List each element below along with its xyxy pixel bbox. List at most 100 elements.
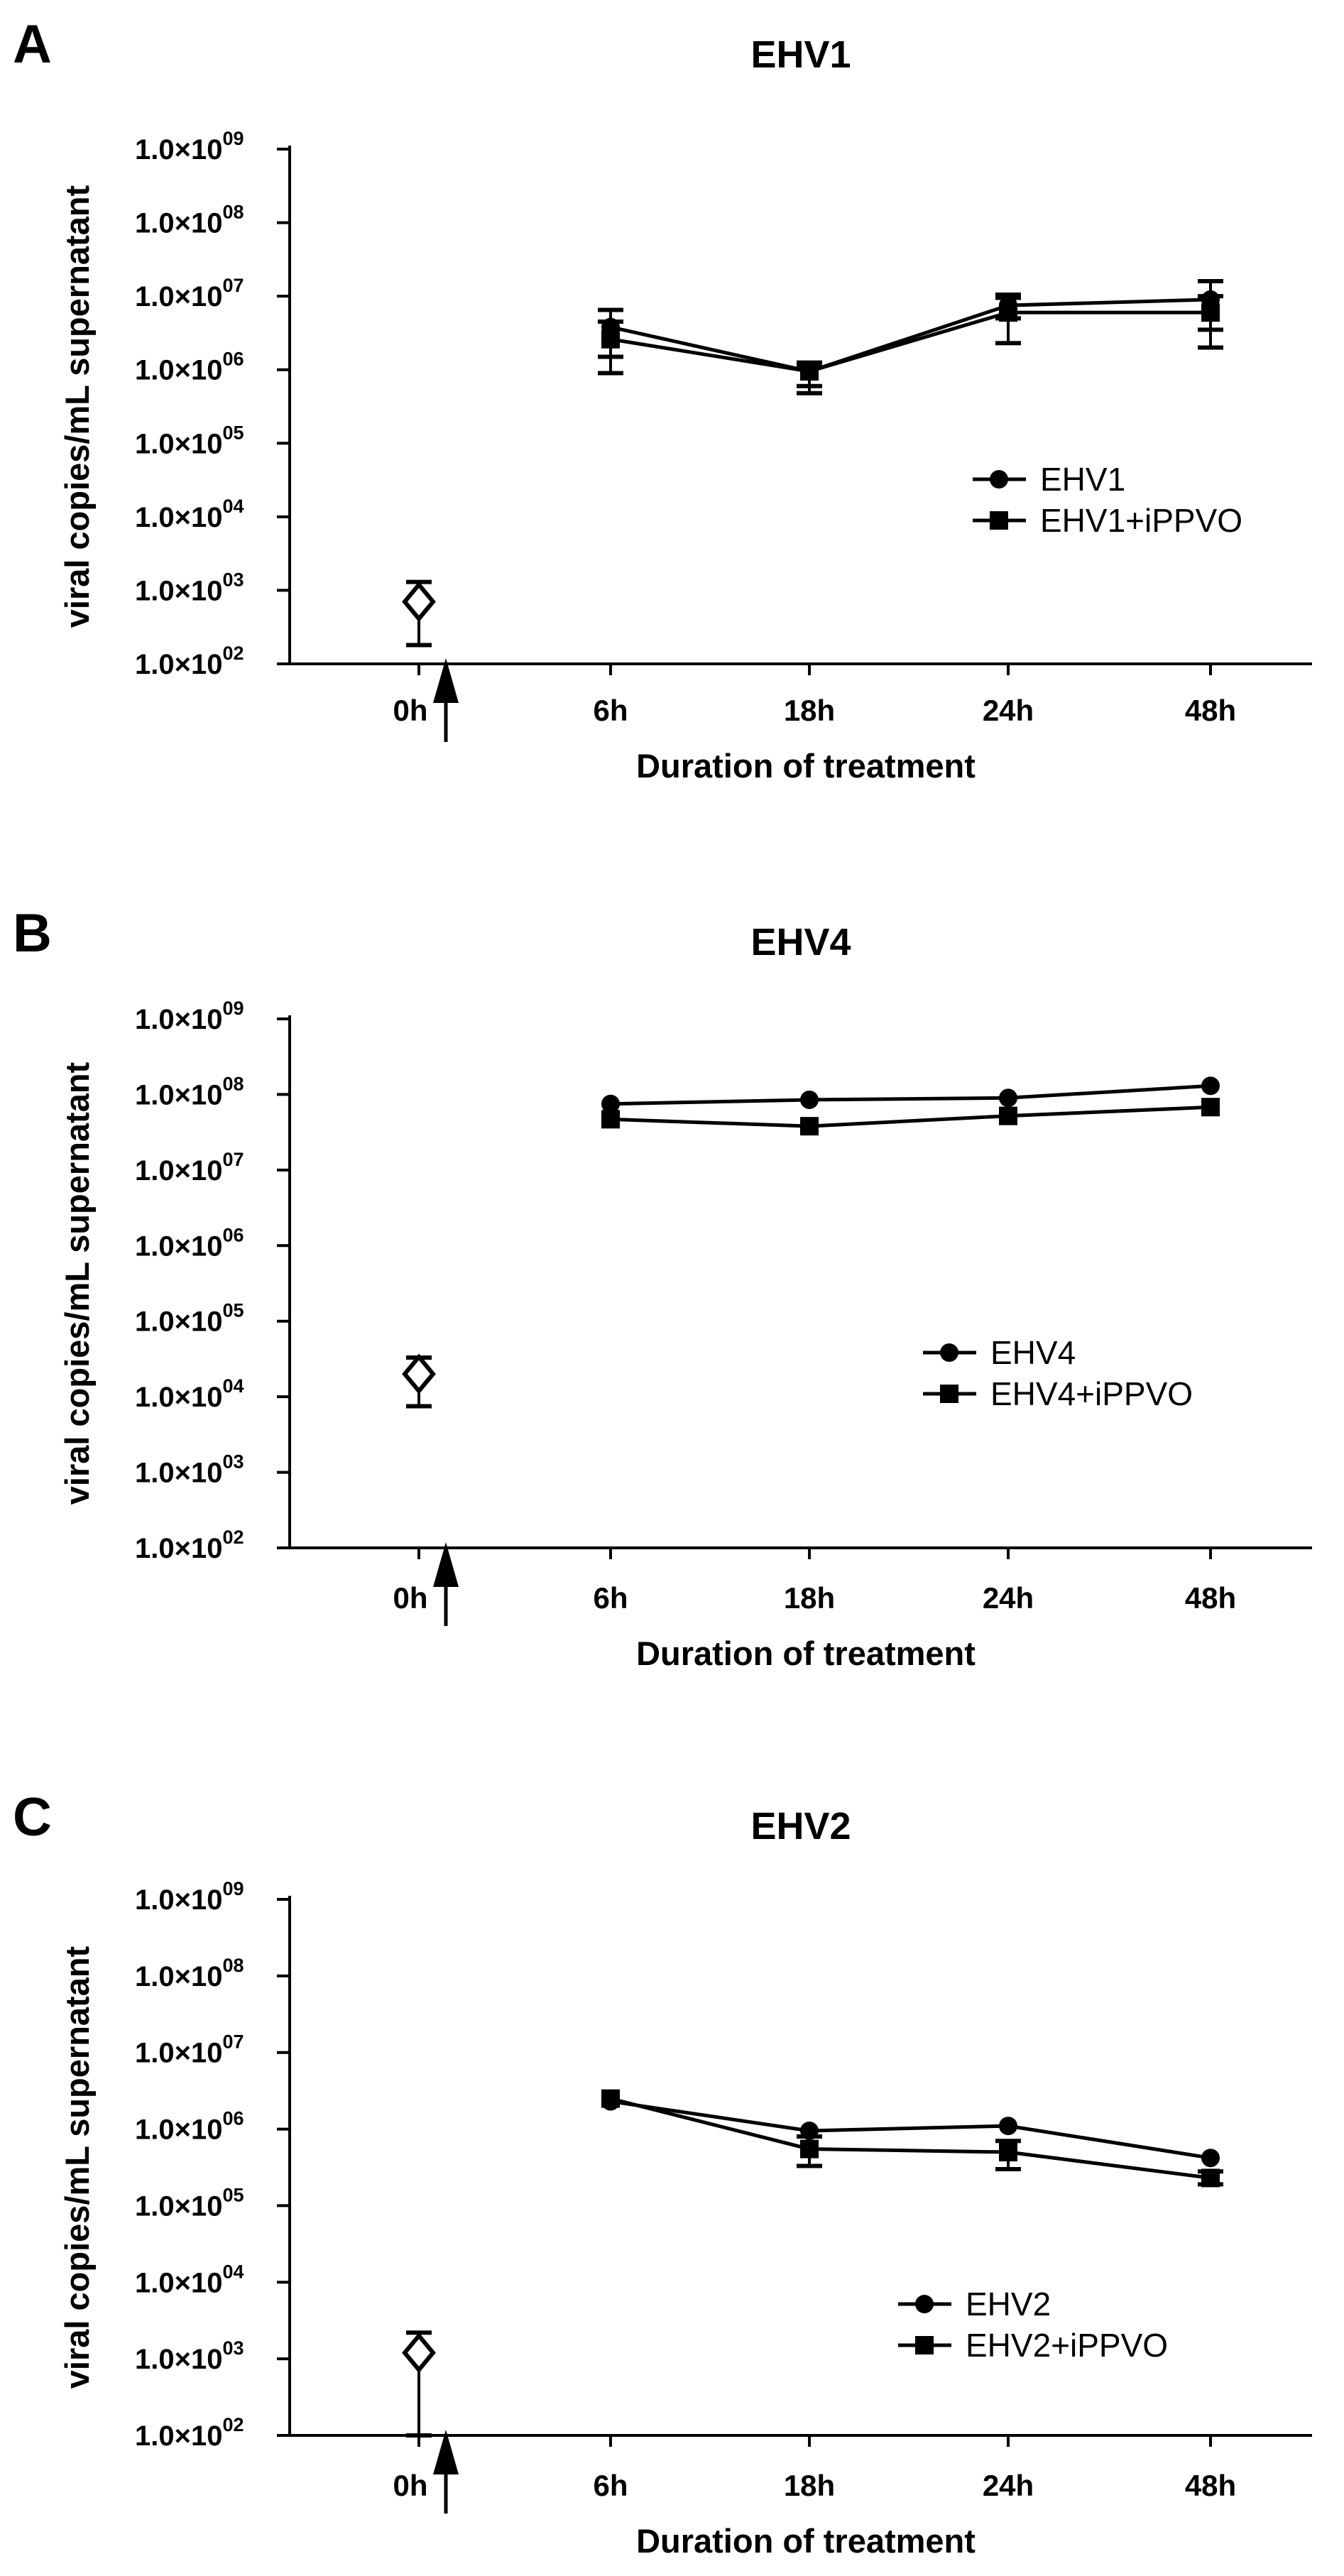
data-point — [999, 2117, 1017, 2136]
y-axis-label: viral copies/mL supernatant — [58, 1061, 96, 1505]
y-axis-label: viral copies/mL supernatant — [58, 1945, 96, 2389]
series-EHV1+iPPVO — [598, 294, 1223, 395]
y-tick-label: 1.0×1008 — [135, 1073, 244, 1110]
y-tick-label: 1.0×1002 — [135, 643, 244, 680]
baseline-point — [402, 2332, 436, 2374]
series-line — [610, 1105, 1211, 1128]
chart-panel-A: A EHV1 1.0×1002 1.0×1003 1.0×1004 1.0×1005 1.0… — [13, 14, 1312, 785]
panel-letter: C — [13, 1787, 52, 1848]
y-tick-label: 1.0×1002 — [135, 2414, 244, 2452]
treatment-arrow-icon — [433, 658, 459, 742]
legend-label: EHV2 — [966, 2286, 1051, 2323]
data-point — [999, 1088, 1017, 1108]
y-tick-exponent: 08 — [222, 202, 244, 223]
x-tick-label: 24h — [983, 1581, 1034, 1615]
data-point — [1201, 303, 1220, 322]
x-axis-label: Duration of treatment — [636, 1634, 976, 1672]
data-point — [1201, 2149, 1220, 2168]
y-tick-label: 1.0×1008 — [135, 202, 244, 239]
y-tick-exponent: 05 — [222, 422, 244, 443]
x-tick-label: 0h — [393, 2469, 427, 2502]
legend-label: EHV1 — [1040, 461, 1125, 498]
y-tick-label: 1.0×1006 — [135, 1224, 244, 1262]
y-tick-exponent: 07 — [222, 275, 244, 296]
x-tick-label: 24h — [983, 2469, 1034, 2502]
treatment-arrow-head — [433, 2430, 459, 2474]
data-point — [800, 2139, 819, 2159]
y-axis-label: viral copies/mL supernatant — [58, 185, 96, 628]
data-point — [999, 303, 1017, 322]
y-tick-label: 1.0×1005 — [135, 2184, 244, 2222]
y-tick-exponent: 07 — [222, 2031, 244, 2053]
series-line — [610, 1084, 1211, 1106]
data-point — [800, 362, 819, 381]
y-tick-label: 1.0×1009 — [135, 1878, 244, 1916]
y-tick-label: 1.0×1006 — [135, 349, 244, 386]
panel-letter: A — [13, 14, 52, 75]
y-tick-exponent: 06 — [222, 349, 244, 370]
y-tick-label: 1.0×1003 — [135, 2337, 244, 2375]
chart-title: EHV2 — [750, 1805, 851, 1848]
series-line — [610, 2100, 1211, 2160]
series-EHV4 — [601, 1076, 1220, 1113]
y-tick-label: 1.0×1007 — [135, 1149, 244, 1186]
legend-entry: EHV2+iPPVO — [898, 2327, 1168, 2364]
y-tick-exponent: 08 — [222, 1955, 244, 1976]
data-point — [999, 2143, 1017, 2162]
baseline-point — [402, 581, 436, 623]
data-point — [999, 1106, 1017, 1125]
x-tick-label: 6h — [593, 2469, 628, 2502]
y-tick-label: 1.0×1004 — [135, 1375, 244, 1413]
x-tick-label: 18h — [784, 2469, 835, 2502]
x-tick-label: 0h — [393, 694, 427, 727]
series-EHV2 — [601, 2092, 1220, 2168]
legend-marker — [990, 511, 1008, 530]
legend-label: EHV2+iPPVO — [966, 2327, 1168, 2364]
y-tick-label: 1.0×1005 — [135, 422, 244, 459]
y-tick-exponent: 09 — [222, 998, 244, 1019]
legend-marker — [915, 2336, 934, 2354]
series-line — [610, 310, 1211, 373]
legend-entry: EHV2 — [898, 2286, 1051, 2323]
x-axis-label: Duration of treatment — [636, 2522, 976, 2560]
y-tick-exponent: 03 — [222, 569, 244, 590]
treatment-arrow-head — [433, 1542, 459, 1587]
y-tick-label: 1.0×1004 — [135, 2261, 244, 2298]
x-tick-label: 6h — [593, 1581, 628, 1615]
baseline-point — [402, 1353, 436, 1395]
y-tick-exponent: 02 — [222, 1527, 244, 1548]
y-tick-exponent: 06 — [222, 1224, 244, 1245]
legend-marker — [940, 1343, 958, 1362]
data-point — [601, 2089, 620, 2108]
series-line — [610, 298, 1211, 373]
data-point — [601, 1094, 620, 1113]
y-tick-exponent: 02 — [222, 2414, 244, 2435]
x-tick-label: 6h — [593, 694, 628, 727]
y-tick-exponent: 08 — [222, 1073, 244, 1094]
series-line — [610, 2097, 1211, 2180]
x-tick-label: 18h — [784, 1581, 835, 1615]
x-tick-label: 0h — [393, 1581, 427, 1615]
data-point — [601, 329, 620, 349]
legend-entry: EHV1 — [973, 461, 1125, 498]
data-point — [1201, 2168, 1220, 2188]
legend-entry: EHV4 — [923, 1334, 1076, 1371]
y-tick-exponent: 05 — [222, 1300, 244, 1321]
y-tick-exponent: 09 — [222, 128, 244, 149]
data-point — [1201, 1076, 1220, 1096]
y-tick-exponent: 04 — [222, 2261, 244, 2282]
chart-panel-B: B EHV4 1.0×1002 1.0×1003 1.0×1004 1.0×1005 1.0… — [13, 903, 1312, 1672]
series-EHV2+iPPVO — [601, 2089, 1223, 2188]
legend-marker — [940, 1385, 958, 1403]
y-tick-label: 1.0×1007 — [135, 275, 244, 312]
data-point — [601, 1110, 620, 1129]
y-tick-label: 1.0×1002 — [135, 1527, 244, 1564]
legend-label: EHV1+iPPVO — [1040, 502, 1242, 539]
legend-entry: EHV4+iPPVO — [923, 1375, 1193, 1412]
series-EHV4+iPPVO — [601, 1098, 1220, 1136]
y-tick-exponent: 09 — [222, 1878, 244, 1899]
treatment-arrow-icon — [433, 2430, 459, 2514]
y-tick-label: 1.0×1009 — [135, 128, 244, 165]
treatment-arrow-icon — [433, 1542, 459, 1626]
legend-entry: EHV1+iPPVO — [973, 502, 1242, 539]
